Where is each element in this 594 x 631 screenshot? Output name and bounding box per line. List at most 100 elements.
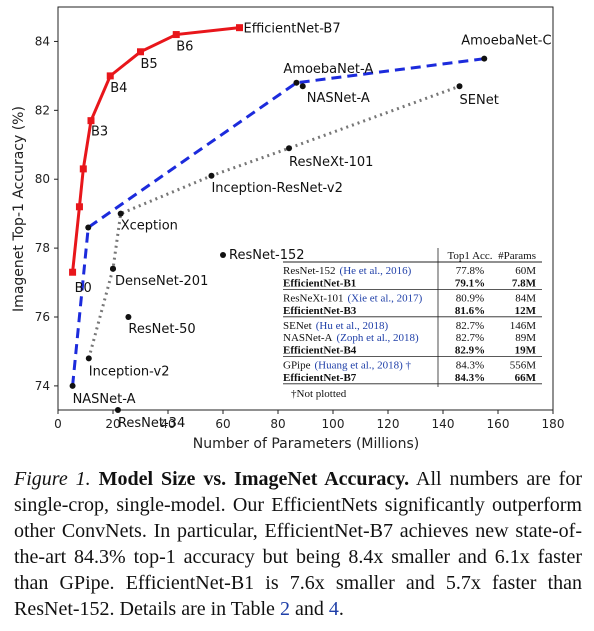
data-point — [114, 407, 121, 413]
table-acc: 81.6% — [455, 305, 485, 317]
y-tick-label: 78 — [35, 241, 50, 255]
point-label: EfficientNet-B7 — [244, 22, 341, 37]
data-point — [85, 224, 92, 231]
table-ref-link[interactable]: 4 — [328, 598, 339, 620]
data-point — [85, 355, 92, 362]
table-footnote: †Not plotted — [291, 388, 347, 400]
data-point — [293, 79, 300, 86]
y-tick-label: 76 — [35, 310, 50, 324]
efficientnet-accuracy-chart: 0 20 40 60 80 100 120 140 160 180 74 76 78 80 82 84 B0 B… — [11, 6, 565, 452]
data-point — [117, 210, 124, 217]
point-label: ResNeXt-101 — [289, 155, 373, 170]
axis-ticks: 0 20 40 60 80 100 120 140 160 180 74 76 78 80 82 84 — [35, 34, 565, 431]
table-citation[interactable]: (Huang et al., 2018) † — [315, 360, 412, 372]
plot-frame — [57, 6, 554, 411]
table-model-label: NASNet-A — [283, 332, 333, 344]
x-tick-label: 0 — [54, 417, 62, 431]
point-label: B4 — [110, 81, 127, 96]
table-model-label: GPipe — [283, 360, 311, 372]
x-tick-label: 100 — [322, 417, 345, 431]
table-model-label: EfficientNet-B1 — [283, 277, 356, 289]
table-ref-link[interactable]: 2 — [279, 598, 290, 620]
table-params: 19M — [515, 344, 537, 356]
x-axis-label: Number of Parameters (Millions) — [193, 436, 420, 452]
point-label: NASNet-A — [307, 91, 370, 106]
y-tick-label: 74 — [35, 379, 50, 393]
table-model-name: SENet (Hu et al., 2018) — [283, 320, 388, 332]
table-acc: 77.8% — [456, 265, 484, 277]
point-label: Xception — [121, 219, 178, 234]
data-point — [481, 55, 488, 62]
point-label: Inception-ResNet-v2 — [211, 181, 342, 196]
table-acc: 82.9% — [455, 344, 485, 356]
data-point — [110, 265, 116, 272]
table-header: Top1 Acc. — [447, 250, 492, 262]
data-point — [125, 314, 132, 320]
table-params: 556M — [510, 360, 537, 372]
series-line-solid — [71, 26, 240, 273]
y-axis-label: Imagenet Top-1 Accuracy (%) — [11, 106, 27, 312]
table-model-name: EfficientNet-B4 — [283, 344, 357, 356]
table-model-label: EfficientNet-B7 — [283, 372, 357, 384]
point-label: B0 — [75, 281, 92, 296]
table-model-name: EfficientNet-B7 — [283, 372, 357, 384]
figure-caption: Figure 1. Model Size vs. ImageNet Accura… — [14, 466, 582, 622]
table-model-name: GPipe (Huang et al., 2018) † — [283, 360, 412, 372]
data-point — [286, 145, 292, 152]
x-tick-label: 20 — [105, 417, 120, 431]
x-tick-label: 80 — [270, 417, 285, 431]
data-point — [79, 165, 87, 173]
y-tick-label: 82 — [35, 103, 50, 117]
table-model-label: ResNet-152 — [283, 265, 336, 277]
table-params: 7.8M — [512, 277, 537, 289]
data-point — [299, 83, 306, 90]
data-point — [456, 83, 463, 90]
table-model-label: EfficientNet-B4 — [283, 344, 357, 356]
point-label: ResNet-152 — [229, 248, 305, 263]
point-label: AmoebaNet-A — [283, 62, 373, 77]
x-tick-label: 160 — [487, 417, 510, 431]
table-citation[interactable]: (Hu et al., 2018) — [316, 320, 389, 332]
table-model-label: ResNeXt-101 — [283, 293, 344, 305]
caption-title: Model Size vs. ImageNet Accuracy. — [98, 468, 410, 490]
x-tick-label: 180 — [542, 417, 565, 431]
point-label: SENet — [460, 93, 499, 108]
table-acc: 84.3% — [455, 372, 485, 384]
table-model-name: EfficientNet-B3 — [283, 305, 357, 317]
data-point — [87, 117, 95, 125]
x-tick-label: 40 — [160, 417, 175, 431]
table-citation[interactable]: (Zoph et al., 2018) — [337, 332, 420, 344]
data-point — [69, 382, 76, 389]
y-tick-label: 84 — [35, 34, 50, 48]
table-params: 89M — [515, 332, 536, 344]
caption-and: and — [294, 598, 324, 620]
caption-label: Figure 1. — [14, 468, 91, 490]
x-tick-label: 140 — [432, 417, 455, 431]
table-citation[interactable]: (Xie et al., 2017) — [348, 293, 423, 305]
table-model-label: EfficientNet-B3 — [283, 305, 357, 317]
points-layer: B0 B3 B4 B5 B6 EfficientNet-B7 NASNet-A AmoebaN… — [69, 22, 552, 431]
data-point — [208, 172, 215, 179]
table-params: 84M — [515, 293, 536, 305]
x-tick-label: 120 — [377, 417, 400, 431]
table-model-name: NASNet-A (Zoph et al., 2018) — [283, 332, 419, 344]
table-model-name: EfficientNet-B1 — [283, 277, 356, 289]
y-tick-label: 80 — [35, 172, 50, 186]
point-label: B6 — [176, 40, 193, 55]
table-params: 146M — [510, 320, 537, 332]
data-point — [220, 252, 226, 258]
table-params: 60M — [515, 265, 536, 277]
point-label: NASNet-A — [73, 392, 136, 407]
point-label: Inception-v2 — [89, 364, 170, 379]
x-tick-label: 60 — [215, 417, 230, 431]
table-citation[interactable]: (He et al., 2016) — [340, 265, 412, 277]
point-label: DenseNet-201 — [115, 274, 208, 289]
table-header: #Params — [498, 250, 536, 262]
point-label: AmoebaNet-C — [461, 34, 551, 49]
table-acc: 82.7% — [456, 320, 484, 332]
data-point — [172, 31, 180, 39]
table-model-name: ResNet-152 (He et al., 2016) — [283, 265, 412, 277]
point-label: ResNet-34 — [118, 416, 185, 431]
table-model-label: SENet — [283, 320, 312, 332]
table-model-name: ResNeXt-101 (Xie et al., 2017) — [283, 293, 423, 305]
